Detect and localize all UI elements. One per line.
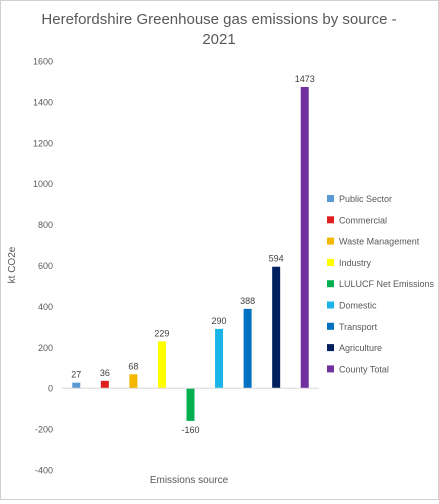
legend-swatch-0 — [327, 195, 334, 202]
y-tick-label: 1000 — [33, 179, 53, 189]
y-tick-label: 600 — [38, 261, 53, 271]
y-axis-ticks: -400 -200 0 200 400 600 800 1000 1200 1400 1600 — [33, 57, 53, 476]
legend-label-0: Public Sector — [339, 194, 392, 204]
legend-label-5: Domestic — [339, 301, 377, 311]
legend-label-6: Transport — [339, 322, 378, 332]
data-label-8: 1473 — [295, 74, 315, 84]
legend-swatch-5 — [327, 301, 334, 309]
data-label-2: 68 — [128, 361, 138, 371]
legend-label-3: Industry — [339, 258, 372, 268]
legend-swatch-6 — [327, 322, 334, 330]
data-label-0: 27 — [71, 370, 81, 380]
chart-title: Herefordshire Greenhouse gas emissions b… — [41, 11, 396, 48]
chart-title-line-1: Herefordshire Greenhouse gas emissions b… — [41, 11, 396, 28]
bar-4 — [186, 388, 195, 421]
y-tick-label: -400 — [35, 466, 53, 476]
legend-label-8: County Total — [339, 364, 389, 374]
data-label-6: 388 — [240, 296, 255, 306]
data-label-3: 229 — [154, 328, 169, 338]
y-tick-label: -200 — [35, 425, 53, 435]
legend-swatch-2 — [327, 237, 334, 245]
data-label-4: -160 — [181, 425, 199, 435]
bar-3 — [157, 341, 166, 389]
y-tick-label: 400 — [38, 302, 53, 312]
data-label-7: 594 — [269, 254, 284, 264]
bar-6 — [243, 308, 252, 389]
bar-8 — [300, 86, 309, 389]
y-tick-label: 1200 — [33, 138, 53, 148]
bar-2 — [129, 374, 138, 389]
legend-swatch-1 — [327, 216, 334, 224]
chart-title-line-2: 2021 — [202, 31, 235, 48]
data-labels: 27 36 68 229 -160 290 388 594 1473 — [71, 74, 314, 435]
y-tick-label: 800 — [38, 220, 53, 230]
y-tick-label: 1600 — [33, 57, 53, 67]
bars — [72, 86, 309, 421]
y-axis-label: kt CO2e — [7, 246, 18, 283]
y-tick-label: 200 — [38, 343, 53, 353]
data-label-1: 36 — [100, 368, 110, 378]
bar-0 — [72, 382, 81, 389]
y-tick-label: 0 — [48, 384, 53, 394]
x-axis-label: Emissions source — [150, 475, 229, 486]
bar-7 — [272, 266, 281, 389]
legend-swatch-3 — [327, 258, 334, 266]
legend-label-2: Waste Management — [339, 237, 420, 247]
y-tick-label: 1400 — [33, 97, 53, 107]
bar-5 — [215, 328, 224, 389]
data-label-5: 290 — [212, 316, 227, 326]
legend-swatch-4 — [327, 280, 334, 288]
legend-label-4: LULUCF Net Emissions — [339, 279, 435, 289]
legend: Public Sector Commercial Waste Management I… — [327, 194, 435, 374]
bar-1 — [100, 380, 109, 389]
legend-label-1: Commercial — [339, 215, 387, 225]
legend-swatch-7 — [327, 344, 334, 352]
legend-label-7: Agriculture — [339, 343, 382, 353]
legend-swatch-8 — [327, 365, 334, 373]
